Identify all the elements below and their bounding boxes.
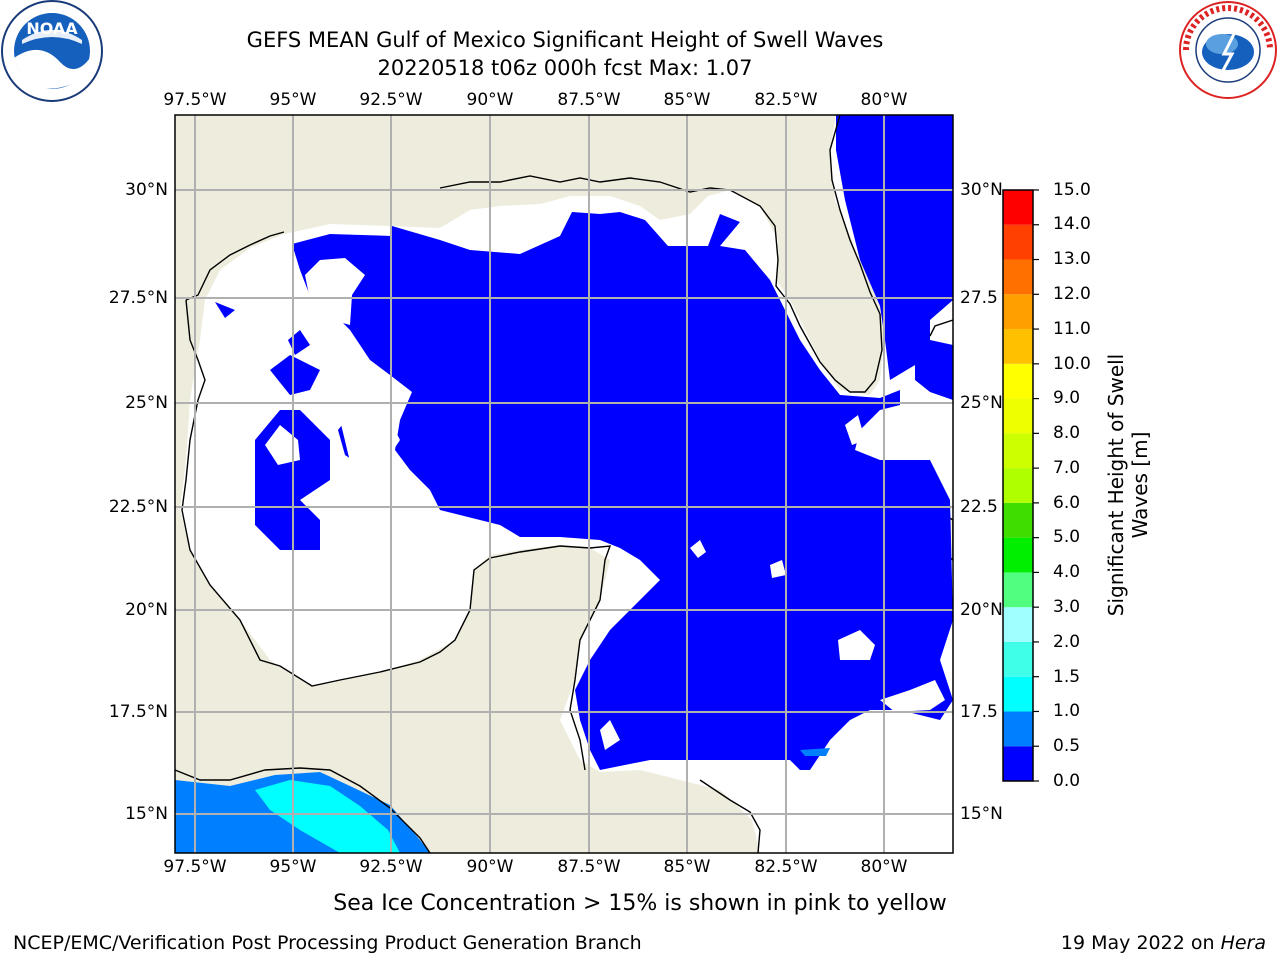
colorbar-title-line1: Significant Height of Swell <box>1104 353 1128 617</box>
colorbar-bin <box>1003 190 1033 225</box>
colorbar-label: 9.0 <box>1053 388 1081 408</box>
colorbar-bin <box>1003 676 1033 712</box>
colorbar-label: 0.5 <box>1053 736 1081 756</box>
colorbar-bin <box>1003 641 1033 677</box>
lon-tick-top: 82.5°W <box>754 90 818 110</box>
lon-tick-top: 87.5°W <box>557 90 621 110</box>
lon-tick-top: 97.5°W <box>163 90 227 110</box>
colorbar-label: 1.0 <box>1053 701 1081 721</box>
lon-tick-bottom: 87.5°W <box>557 857 621 877</box>
lon-tick-top: 92.5°W <box>359 90 423 110</box>
colorbar-bin <box>1003 398 1033 434</box>
noaa-logo-text: NOAA <box>26 19 78 38</box>
swell-gaps <box>265 258 953 750</box>
lat-tick-left: 17.5°N <box>108 702 168 722</box>
colorbar-bin <box>1003 224 1033 260</box>
lat-tick-left: 20°N <box>125 600 168 620</box>
colorbar-label: 11.0 <box>1053 319 1091 339</box>
colorbar-frame <box>1002 189 1034 782</box>
colorbar-bin <box>1003 537 1033 573</box>
colorbar-title: Significant Height of Swell Waves [m] <box>1104 354 1152 616</box>
chart-subtitle: 20220518 t06z 000h fcst Max: 1.07 <box>377 56 753 80</box>
sea-ice-note: Sea Ice Concentration > 15% is shown in … <box>333 891 947 916</box>
colorbar-label: 0.0 <box>1053 771 1081 791</box>
footer-right: 19 May 2022 on Hera <box>1061 932 1266 954</box>
swell-patch-light <box>800 748 830 756</box>
footer-date: 19 May 2022 on <box>1060 932 1221 954</box>
colorbar-label: 8.0 <box>1053 423 1081 443</box>
colorbar-bin <box>1003 259 1033 295</box>
colorbar-bin <box>1003 746 1033 781</box>
lon-tick-bottom: 90°W <box>466 857 514 877</box>
lon-tick-top: 95°W <box>269 90 317 110</box>
lat-tick-left: 25°N <box>125 393 168 413</box>
colorbar-label: 12.0 <box>1053 284 1091 304</box>
colorbar-label: 14.0 <box>1053 214 1091 234</box>
lat-tick-right: 15°N <box>960 804 1003 824</box>
lon-tick-top: 85°W <box>663 90 711 110</box>
colorbar <box>1002 189 1039 782</box>
colorbar-label: 10.0 <box>1053 354 1091 374</box>
nws-logo <box>1176 0 1280 100</box>
lon-tick-bottom: 97.5°W <box>163 857 227 877</box>
noaa-logo: NOAA <box>0 0 105 105</box>
colorbar-label: 13.0 <box>1053 249 1091 269</box>
colorbar-bin <box>1003 294 1033 330</box>
lat-tick-right: 20°N <box>960 600 1003 620</box>
lat-tick-right: 27.5 <box>960 288 998 308</box>
colorbar-label: 15.0 <box>1053 180 1091 200</box>
lon-tick-bottom: 92.5°W <box>359 857 423 877</box>
colorbar-bin <box>1003 607 1033 642</box>
coastlines <box>175 115 953 853</box>
gridlines <box>175 115 953 853</box>
lon-tick-bottom: 95°W <box>269 857 317 877</box>
footer-left: NCEP/EMC/Verification Post Processing Pr… <box>13 932 642 954</box>
colorbar-label: 5.0 <box>1053 527 1081 547</box>
lon-tick-top: 80°W <box>860 90 908 110</box>
colorbar-label: 4.0 <box>1053 562 1081 582</box>
lon-tick-bottom: 80°W <box>860 857 908 877</box>
colorbar-label: 1.5 <box>1053 667 1081 687</box>
lat-tick-right: 30°N <box>960 180 1003 200</box>
lon-tick-bottom: 82.5°W <box>754 857 818 877</box>
colorbar-bin <box>1003 329 1033 364</box>
colorbar-bin <box>1003 363 1033 399</box>
colorbar-bin <box>1003 433 1033 469</box>
colorbar-bin <box>1003 572 1033 608</box>
swell-1-15 <box>255 780 400 853</box>
colorbar-label: 3.0 <box>1053 597 1081 617</box>
swell-0-05 <box>215 115 953 770</box>
lat-tick-left: 22.5°N <box>108 497 168 517</box>
colorbar-label: 6.0 <box>1053 493 1081 513</box>
chart-title: GEFS MEAN Gulf of Mexico Significant Hei… <box>246 28 884 52</box>
lat-tick-left: 30°N <box>125 180 168 200</box>
footer-host: Hera <box>1220 932 1266 954</box>
lon-tick-bottom: 85°W <box>663 857 711 877</box>
lat-tick-left: 27.5°N <box>108 288 168 308</box>
colorbar-bin <box>1003 711 1033 747</box>
colorbar-label: 2.0 <box>1053 632 1081 652</box>
lat-tick-right: 22.5 <box>960 497 998 517</box>
lat-tick-left: 15°N <box>125 804 168 824</box>
lat-tick-right: 17.5 <box>960 702 998 722</box>
map-area <box>175 115 953 853</box>
map-frame <box>174 114 954 854</box>
colorbar-bin <box>1003 502 1033 538</box>
colorbar-title-line2: Waves [m] <box>1128 431 1152 539</box>
lon-tick-top: 90°W <box>466 90 514 110</box>
colorbar-bin <box>1003 468 1033 503</box>
lat-tick-right: 25°N <box>960 393 1003 413</box>
colorbar-label: 7.0 <box>1053 458 1081 478</box>
